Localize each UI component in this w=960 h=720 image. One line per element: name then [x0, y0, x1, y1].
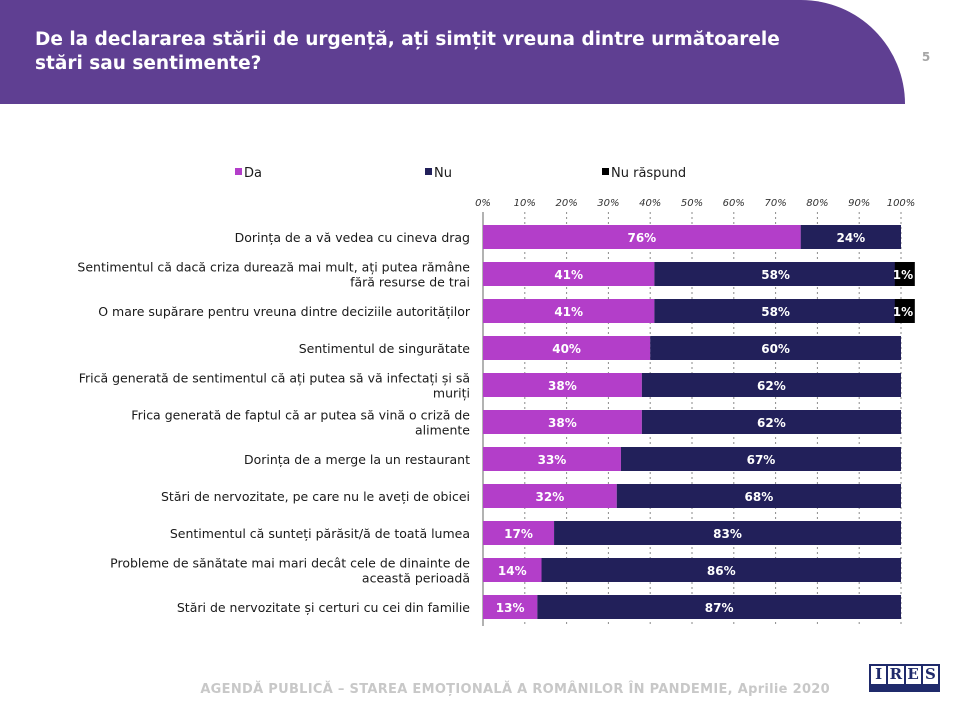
footer-text: AGENDĂ PUBLICĂ – STAREA EMOȚIONALĂ A ROM…	[200, 682, 830, 697]
x-tick-label: 70%	[764, 198, 786, 209]
legend-label: Da	[244, 166, 262, 181]
bar-segment	[654, 262, 897, 286]
logo-letter-i: I	[871, 666, 887, 684]
data-label: 24%	[836, 231, 865, 245]
header-banner	[0, 0, 905, 104]
category-label: Probleme de sănătate mai mari decât cele…	[110, 556, 470, 571]
data-label: 17%	[504, 527, 533, 541]
data-label: 1%	[893, 268, 913, 282]
category-label: Stări de nervozitate, pe care nu le aveț…	[161, 489, 470, 504]
logo-letter-s: S	[922, 666, 938, 684]
data-label: 33%	[538, 453, 567, 467]
bar-segment	[537, 595, 901, 619]
bar-segment	[483, 410, 642, 434]
bar-segment	[554, 521, 901, 545]
category-label: Dorința de a merge la un restaurant	[244, 452, 470, 467]
data-label: 83%	[713, 527, 742, 541]
x-tick-label: 50%	[681, 198, 703, 209]
data-label: 38%	[548, 416, 577, 430]
category-label: fără resurse de trai	[350, 275, 470, 290]
slide-title: De la declararea stării de urgență, ați …	[35, 29, 780, 74]
data-label: 62%	[757, 416, 786, 430]
bar-segment	[620, 447, 901, 471]
logo-letter-r: R	[888, 665, 904, 684]
bar-segment	[650, 336, 901, 360]
page-number: 5	[921, 50, 931, 64]
category-label: această perioadă	[362, 571, 470, 586]
data-label: 38%	[548, 379, 577, 393]
category-label: alimente	[415, 423, 470, 438]
x-tick-label: 40%	[639, 198, 661, 209]
bar-segment	[483, 484, 617, 508]
x-tick-label: 0%	[475, 198, 491, 209]
bar-segment	[541, 558, 901, 582]
bar-segment-narrow	[894, 299, 915, 323]
category-label: Sentimentul de singurătate	[299, 341, 471, 356]
data-label: 41%	[554, 268, 583, 282]
legend-label: Nu răspund	[611, 166, 686, 181]
data-label: 60%	[761, 342, 790, 356]
data-label: 68%	[745, 490, 774, 504]
category-label: Frica generată de faptul că ar putea să …	[131, 408, 470, 423]
data-label: 58%	[761, 268, 790, 282]
data-label: 86%	[707, 564, 736, 578]
x-tick-label: 10%	[514, 198, 536, 209]
bar-segment	[483, 225, 801, 249]
bar-segment	[483, 262, 655, 286]
bar-segment	[641, 410, 901, 434]
category-label: Dorința de a vă vedea cu cineva drag	[235, 230, 470, 245]
category-label: O mare supărare pentru vreuna dintre dec…	[98, 304, 471, 319]
bar-segment	[483, 558, 542, 582]
category-label: muriți	[433, 386, 470, 401]
legend-swatch	[235, 168, 242, 175]
data-label: 14%	[498, 564, 527, 578]
category-label: Sentimentul că dacă criza durează mai mu…	[77, 260, 470, 275]
bar-segment	[654, 299, 897, 323]
category-label: Sentimentul că sunteți părăsit/ă de toat…	[170, 526, 470, 541]
bar-segment	[483, 373, 642, 397]
data-label: 40%	[552, 342, 581, 356]
data-label: 62%	[757, 379, 786, 393]
bar-segment	[483, 299, 655, 323]
data-label: 41%	[554, 305, 583, 319]
bar-segment-narrow	[894, 262, 915, 286]
x-tick-label: 80%	[806, 198, 828, 209]
legend-swatch	[602, 168, 609, 175]
category-label: Stări de nervozitate și certuri cu cei d…	[177, 600, 470, 615]
data-label: 67%	[747, 453, 776, 467]
data-label: 32%	[536, 490, 565, 504]
x-tick-label: 90%	[848, 198, 870, 209]
category-label: Frică generată de sentimentul că ați put…	[79, 371, 470, 386]
data-label: 1%	[893, 305, 913, 319]
logo-letter-e: E	[905, 665, 921, 684]
ires-logo: I R E S	[869, 664, 940, 692]
data-label: 13%	[496, 601, 525, 615]
x-tick-label: 100%	[887, 198, 916, 209]
bar-segment	[483, 336, 651, 360]
data-label: 76%	[627, 231, 656, 245]
bar-segment	[616, 484, 901, 508]
x-tick-label: 20%	[555, 198, 577, 209]
bar-segment	[483, 521, 555, 545]
bar-segment	[483, 447, 621, 471]
bar-segment	[641, 373, 901, 397]
legend-label: Nu	[434, 166, 452, 181]
legend-swatch	[425, 168, 432, 175]
data-label: 87%	[705, 601, 734, 615]
x-tick-label: 60%	[723, 198, 745, 209]
bar-segment	[483, 595, 538, 619]
data-label: 58%	[761, 305, 790, 319]
x-tick-label: 30%	[597, 198, 619, 209]
bar-segment	[800, 225, 901, 249]
